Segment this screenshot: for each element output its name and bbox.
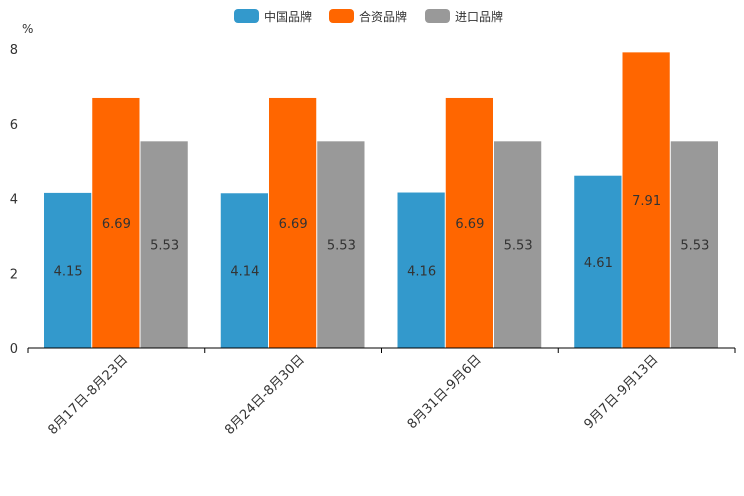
- bar-value-label-3-2: 5.53: [680, 239, 709, 254]
- x-axis: [27, 347, 736, 353]
- legend-swatch-0: [234, 9, 259, 23]
- y-axis-unit-label: %: [22, 22, 33, 36]
- bar-value-label-2-2: 5.53: [504, 239, 533, 254]
- bar-value-label-0-0: 4.15: [54, 264, 83, 279]
- legend-label-0: 中国品牌: [264, 9, 312, 24]
- bar-1-1: [269, 97, 317, 349]
- bar-value-label-3-1: 7.91: [632, 194, 661, 209]
- bar-2-2: [494, 141, 542, 348]
- x-tick-label-3: 9月7日-9月13日: [582, 352, 662, 432]
- bar-3-1: [622, 52, 670, 349]
- y-tick-label-4: 8: [10, 43, 18, 58]
- bar-0-1: [92, 97, 140, 349]
- legend-label-1: 合资品牌: [359, 9, 407, 24]
- legend-swatch-1: [329, 9, 354, 23]
- y-tick-label-0: 0: [10, 342, 18, 357]
- bar-3-0: [574, 175, 622, 348]
- bar-value-label-1-1: 6.69: [279, 217, 308, 232]
- y-tick-label-1: 2: [10, 267, 18, 282]
- x-tick-label-0: 8月17日-8月23日: [45, 352, 131, 438]
- bar-2-1: [445, 97, 493, 349]
- bar-value-label-2-0: 4.16: [407, 264, 436, 279]
- legend: 中国品牌 合资品牌 进口品牌: [234, 9, 503, 24]
- bar-2-0: [397, 192, 445, 348]
- bar-value-label-0-2: 5.53: [150, 239, 179, 254]
- y-tick-label-3: 6: [10, 118, 18, 133]
- bar-value-label-3-0: 4.61: [584, 256, 613, 271]
- y-axis-ticks: 0 2 4 6 8: [10, 43, 18, 357]
- bar-value-label-1-2: 5.53: [327, 239, 356, 254]
- bar-3-2: [670, 141, 718, 348]
- y-tick-label-2: 4: [10, 193, 18, 208]
- bar-data-labels: 4.15 6.69 5.53 4.14 6.69 5.53 4.16 6.69 5.53 4.61…: [54, 194, 710, 279]
- x-axis-tick-labels: 8月17日-8月23日 8月24日-8月30日 8月31日-9月6日 9月7日-9月1…: [45, 352, 661, 438]
- bar-value-label-0-1: 6.69: [102, 217, 131, 232]
- bar-0-0: [44, 192, 92, 348]
- bar-series: [44, 52, 718, 349]
- x-tick-label-1: 8月24日-8月30日: [222, 352, 308, 438]
- bar-value-label-1-0: 4.14: [230, 265, 259, 280]
- bar-value-label-2-1: 6.69: [455, 217, 484, 232]
- legend-label-2: 进口品牌: [455, 10, 503, 24]
- x-tick-label-2: 8月31日-9月6日: [405, 352, 485, 432]
- bar-1-2: [317, 141, 365, 348]
- bar-1-0: [220, 193, 268, 348]
- bar-0-2: [140, 141, 188, 348]
- legend-swatch-2: [425, 9, 450, 23]
